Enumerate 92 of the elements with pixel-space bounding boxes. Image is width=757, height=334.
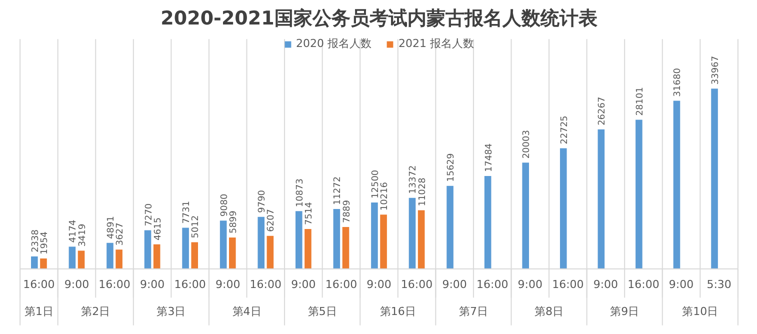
bar — [40, 258, 47, 269]
data-label: 3419 — [78, 224, 88, 247]
bar — [636, 120, 642, 269]
data-label: 15629 — [446, 152, 457, 182]
data-label: 2338 — [30, 229, 41, 252]
data-label: 7731 — [182, 200, 192, 224]
bar — [106, 242, 114, 269]
bar — [220, 220, 227, 269]
data-label: 4174 — [68, 219, 79, 243]
bar — [371, 202, 378, 269]
x-tick-label: 9:00 — [216, 278, 240, 291]
data-label: 4615 — [153, 217, 164, 240]
bar — [144, 230, 152, 269]
bar — [78, 250, 85, 269]
x-tick-label: 9:00 — [140, 278, 165, 291]
data-label: 5899 — [228, 210, 239, 234]
bar — [380, 214, 387, 269]
bar — [418, 210, 425, 269]
legend-label: 2021 报名人数 — [398, 36, 474, 51]
data-label: 1954 — [40, 231, 50, 254]
data-label: 13372 — [408, 165, 419, 194]
chart-title: 2020-2021国家公务员考试内蒙古报名人数统计表 — [160, 8, 598, 30]
data-label: 10216 — [380, 182, 390, 211]
data-label: 7270 — [144, 203, 154, 226]
bar — [31, 256, 38, 269]
text: 第5日 — [308, 305, 337, 318]
bar — [191, 242, 198, 269]
data-label: 10873 — [295, 178, 306, 208]
data-label: 31680 — [673, 68, 684, 97]
text: 第8日 — [534, 305, 564, 318]
bar — [333, 209, 340, 269]
x-tick-label: 16:00 — [552, 278, 584, 291]
bar — [408, 198, 416, 269]
data-label: 12500 — [370, 170, 381, 198]
x-tick-label: 16:00 — [23, 278, 55, 291]
data-label: 7889 — [342, 200, 352, 223]
bar — [296, 211, 302, 269]
x-tick-label: 16:00 — [250, 278, 282, 291]
data-label: 5012 — [191, 215, 202, 238]
x-tick-label: 9:00 — [366, 278, 392, 291]
bar — [711, 88, 718, 269]
x-tick-label: 16:00 — [400, 278, 433, 291]
data-label: 4891 — [106, 216, 116, 239]
bar — [116, 250, 122, 269]
text: 第7日 — [458, 305, 488, 318]
bar — [182, 228, 189, 269]
x-tick-label: 9:00 — [668, 278, 694, 291]
bar — [342, 226, 350, 269]
data-label: 17484 — [484, 143, 494, 172]
x-tick-label: 16:00 — [98, 278, 130, 291]
text: 第9日 — [610, 305, 640, 318]
x-tick-label: 16:00 — [476, 278, 508, 291]
x-tick-label: 9:00 — [518, 278, 542, 291]
x-tick-label: 16:00 — [628, 278, 660, 291]
x-tick-label: 9:00 — [291, 278, 316, 291]
data-label: 11272 — [333, 176, 344, 206]
data-label: 9080 — [220, 193, 230, 217]
bar — [484, 176, 492, 269]
data-label: 28101 — [635, 87, 646, 116]
bar — [229, 238, 236, 269]
bar — [258, 216, 265, 269]
data-label: 3627 — [116, 222, 126, 246]
x-tick-label: 16:00 — [325, 278, 358, 291]
x-tick-label: 9:00 — [442, 278, 467, 291]
data-label: 26267 — [598, 96, 608, 126]
x-tick-label: 16:00 — [174, 278, 206, 291]
bar — [266, 236, 274, 269]
text: 第1日 — [24, 305, 54, 318]
bar — [304, 228, 312, 269]
data-label: 20003 — [522, 130, 532, 159]
bar — [153, 244, 160, 269]
x-tick-label: 9:00 — [593, 278, 618, 291]
data-label: 22725 — [560, 116, 570, 144]
text: 第3日 — [156, 305, 186, 318]
data-label: 33967 — [711, 56, 722, 85]
data-label: 7514 — [304, 202, 314, 225]
text: 第10日 — [682, 305, 718, 318]
x-tick-label: 5:30 — [706, 278, 732, 291]
data-label: 6207 — [266, 208, 277, 232]
text: 第4日 — [232, 305, 262, 318]
text: 第2日 — [81, 305, 110, 318]
x-tick-label: 9:00 — [64, 278, 90, 291]
bar — [598, 129, 605, 269]
bar — [446, 186, 454, 269]
text: 第16日 — [380, 305, 416, 318]
legend-label: 2020 报名人数 — [296, 36, 372, 51]
bar — [522, 162, 529, 269]
bar — [560, 148, 567, 269]
data-label: 9790 — [258, 190, 268, 213]
bar — [673, 100, 680, 269]
data-label: 11028 — [418, 177, 428, 206]
bar — [68, 246, 76, 269]
